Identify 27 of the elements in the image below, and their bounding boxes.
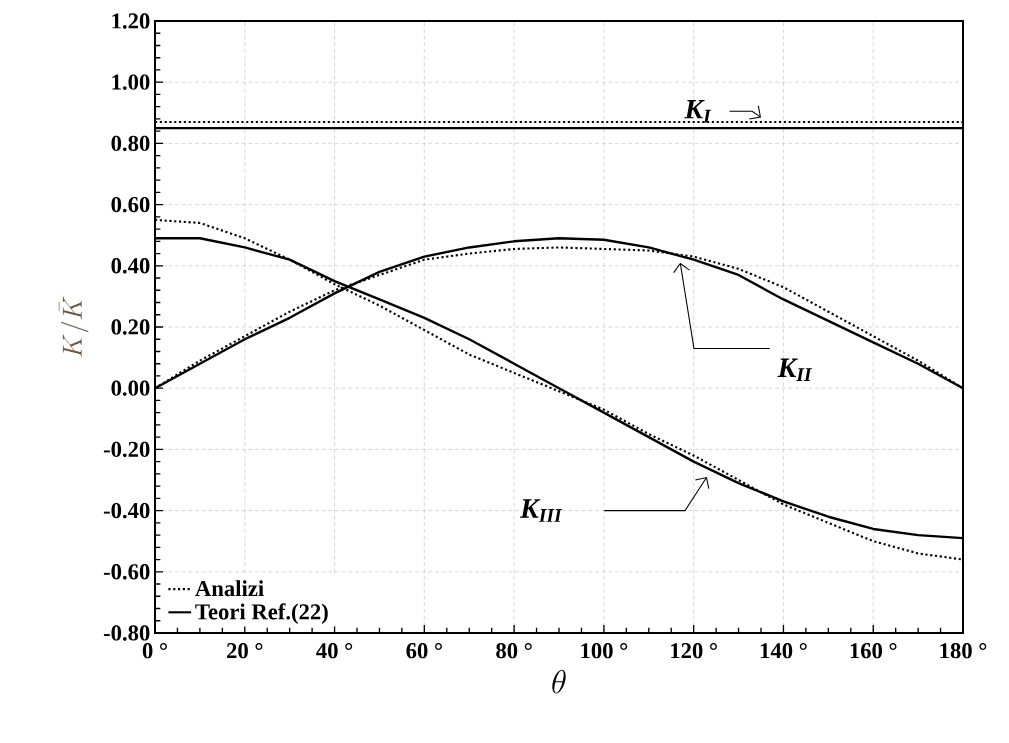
y-tick-label: 0.40	[111, 258, 150, 274]
y-axis-title: $K / \bar{K}$	[58, 296, 89, 358]
legend-label: Teori Ref.(22)	[195, 603, 328, 625]
y-tick-label: 0.20	[111, 319, 150, 335]
x-axis-title: $\theta$	[552, 669, 566, 694]
y-tick-label: 1.20	[112, 13, 150, 29]
x-tick-label: 140 °	[760, 643, 807, 659]
x-tick-label: 80 °	[496, 643, 532, 659]
y-tick-label: 0.00	[111, 380, 150, 396]
annotation: K$_{III}$	[519, 499, 563, 522]
y-tick-label: 0.80	[111, 135, 150, 152]
x-tick-label: 20 °	[227, 643, 263, 659]
y-tick-label: -0.80	[103, 625, 150, 641]
y-tick-label: 1.00	[112, 74, 150, 90]
y-tick-label: -0.60	[103, 564, 150, 580]
x-tick-label: 100 °	[581, 643, 628, 659]
y-tick-label: -0.20	[103, 441, 150, 458]
x-tick-label: 160 °	[850, 643, 897, 659]
x-tick-label: 120 °	[671, 643, 717, 659]
y-tick-label: 0.60	[111, 196, 150, 213]
x-tick-label: 180 °	[940, 643, 987, 659]
x-tick-label: 60 °	[406, 643, 442, 659]
annotation: K$_{II}$	[777, 358, 813, 382]
x-tick-label: 40 °	[316, 643, 353, 659]
legend-label: Analizi	[195, 580, 264, 597]
x-tick-label: 0 °	[142, 643, 167, 659]
y-tick-label: -0.40	[103, 502, 150, 519]
